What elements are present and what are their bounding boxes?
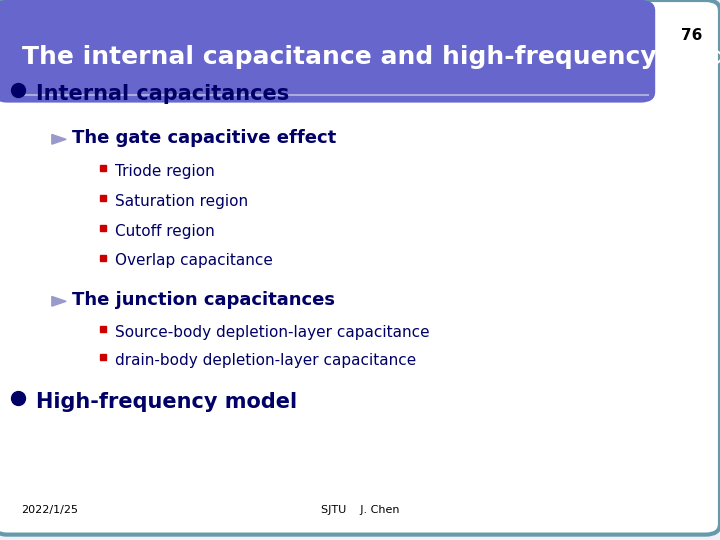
Polygon shape [52,296,66,306]
Text: Triode region: Triode region [115,164,215,179]
Text: Overlap capacitance: Overlap capacitance [115,253,273,268]
Text: 76: 76 [680,28,702,43]
Polygon shape [52,134,66,144]
Text: 2022/1/25: 2022/1/25 [22,505,78,515]
Text: Saturation region: Saturation region [115,194,248,209]
FancyBboxPatch shape [0,0,655,103]
Text: The gate capacitive effect: The gate capacitive effect [72,129,336,147]
Text: High-frequency model: High-frequency model [36,392,297,413]
Text: Internal capacitances: Internal capacitances [36,84,289,105]
Text: SJTU    J. Chen: SJTU J. Chen [320,505,400,515]
Text: Cutoff region: Cutoff region [115,224,215,239]
Text: drain-body depletion-layer capacitance: drain-body depletion-layer capacitance [115,353,416,368]
Text: The internal capacitance and high-frequency model: The internal capacitance and high-freque… [22,45,720,69]
Text: The junction capacitances: The junction capacitances [72,291,335,309]
Text: Source-body depletion-layer capacitance: Source-body depletion-layer capacitance [115,325,430,340]
